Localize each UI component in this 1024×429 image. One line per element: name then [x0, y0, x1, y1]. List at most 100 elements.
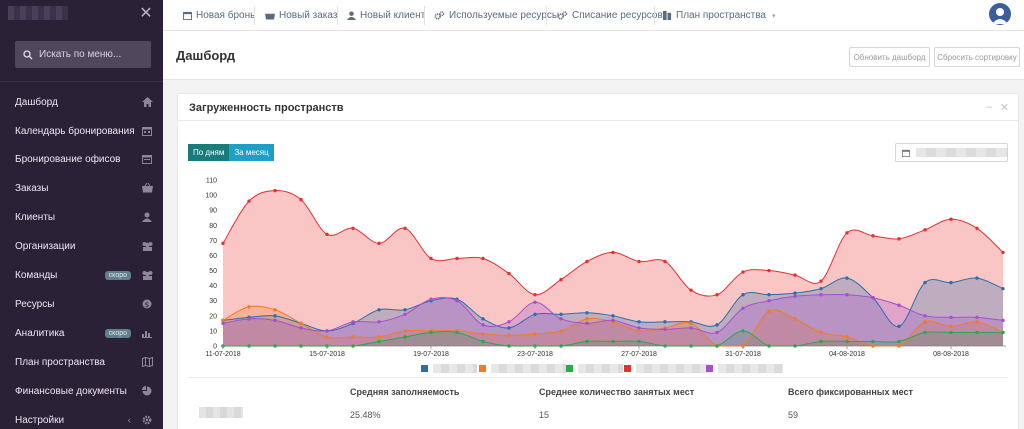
data-point: [585, 259, 589, 264]
series-area: [223, 190, 1003, 346]
used-resources-label: Используемые ресурсы: [449, 10, 560, 21]
data-point: [585, 317, 589, 321]
home-icon: [141, 96, 153, 108]
data-point: [481, 317, 485, 321]
data-point: [507, 320, 511, 324]
occupancy-panel: Загруженность пространств – ✕ По дням За…: [177, 93, 1019, 429]
space-plan-dropdown[interactable]: План пространства ▾: [663, 0, 776, 31]
refresh-dashboard-button[interactable]: Обновить дашборд: [849, 47, 930, 67]
data-point: [481, 339, 485, 344]
legend-item[interactable]: [624, 364, 709, 373]
data-point: [559, 344, 563, 348]
y-tick-label: 60: [209, 253, 217, 260]
user-tie-icon: [141, 211, 153, 223]
new-booking-link[interactable]: Новая бронь: [183, 0, 255, 31]
data-point: [403, 308, 407, 312]
toggle-by-day[interactable]: По дням: [188, 144, 230, 161]
data-point: [897, 303, 901, 307]
sidebar-item-teams[interactable]: Команды скоро: [0, 265, 163, 285]
data-point: [689, 344, 693, 348]
data-point: [559, 277, 563, 282]
data-point: [871, 344, 875, 348]
resource-writeoff-link[interactable]: Списание ресурсов: [557, 0, 663, 31]
legend-item[interactable]: [566, 364, 623, 373]
x-tick-label: 23-07-2018: [517, 351, 553, 358]
data-point: [845, 292, 849, 297]
sidebar-item-label: Ресурсы: [15, 298, 55, 310]
data-point: [715, 292, 719, 297]
sidebar-item-orders[interactable]: Заказы: [0, 178, 163, 198]
data-point: [845, 231, 849, 235]
search-icon: [23, 49, 33, 59]
reset-sort-button[interactable]: Сбросить сортировку: [934, 47, 1020, 67]
data-point: [559, 329, 563, 333]
sidebar-item-office-booking[interactable]: Бронирование офисов: [0, 149, 163, 169]
data-point: [611, 250, 615, 255]
date-range-picker[interactable]: [895, 143, 1008, 162]
collapse-icon[interactable]: –: [985, 101, 992, 113]
data-point: [325, 232, 329, 237]
x-tick-label: 31-07-2018: [725, 351, 761, 358]
new-client-link[interactable]: Новый клиент: [347, 0, 425, 31]
data-point: [767, 344, 771, 348]
data-point: [533, 332, 537, 336]
data-point: [429, 330, 433, 335]
data-point: [975, 315, 979, 320]
sidebar-item-organizations[interactable]: Организации: [0, 236, 163, 256]
data-point: [377, 339, 381, 344]
close-icon[interactable]: ✕: [999, 102, 1009, 114]
sidebar-item-resources[interactable]: Ресурсы $: [0, 294, 163, 314]
data-point: [559, 317, 563, 321]
data-point: [741, 270, 745, 274]
data-point: [221, 318, 225, 323]
data-point: [429, 297, 433, 301]
data-point: [455, 256, 459, 261]
cogs-icon: [557, 11, 568, 20]
data-point: [949, 330, 953, 335]
basket-icon: [265, 13, 275, 20]
x-tick-label: 19-07-2018: [413, 351, 449, 358]
toggle-by-month[interactable]: За месяц: [229, 144, 274, 161]
menu-search-input[interactable]: Искать по меню...: [15, 41, 151, 68]
data-point: [663, 259, 667, 264]
data-point: [299, 321, 303, 326]
new-order-link[interactable]: Новый заказ: [265, 0, 337, 31]
sidebar-item-booking-calendar[interactable]: Календарь бронирования: [0, 121, 163, 141]
menu-search-placeholder: Искать по меню...: [39, 49, 122, 60]
sidebar-item-financial-docs[interactable]: Финансовые документы: [0, 381, 163, 401]
data-point: [637, 326, 641, 330]
sidebar-item-clients[interactable]: Клиенты: [0, 207, 163, 227]
map-icon: [663, 11, 672, 20]
data-point: [377, 308, 381, 312]
data-point: [507, 326, 511, 330]
data-point: [455, 330, 459, 335]
legend-item[interactable]: [706, 364, 783, 373]
sidebar-item-label: Организации: [15, 240, 76, 252]
used-resources-link[interactable]: Используемые ресурсы: [434, 0, 559, 31]
sidebar-item-settings[interactable]: Настройки ‹: [0, 410, 163, 429]
avatar[interactable]: [989, 3, 1011, 25]
legend-item[interactable]: [479, 364, 566, 373]
data-point: [819, 292, 823, 297]
data-point: [351, 335, 355, 339]
data-point: [403, 226, 407, 230]
avg-occupied-seats-header: Среднее количество занятых мест: [539, 387, 695, 397]
page-header: Дашборд Обновить дашборд Сбросить сортир…: [163, 31, 1024, 80]
data-point: [533, 292, 537, 297]
data-point: [715, 344, 719, 348]
data-point: [689, 288, 693, 292]
close-icon[interactable]: ✕: [139, 5, 153, 22]
sidebar-item-analytics[interactable]: Аналитика скоро: [0, 323, 163, 343]
data-point: [611, 318, 615, 323]
data-point: [793, 317, 797, 321]
sidebar-item-space-plan[interactable]: План пространства: [0, 352, 163, 372]
data-point: [975, 276, 979, 280]
office-icon: [141, 153, 153, 165]
data-point: [845, 276, 849, 280]
data-point: [273, 318, 277, 323]
legend-item[interactable]: [421, 364, 477, 373]
y-tick-label: 40: [209, 283, 217, 290]
data-point: [377, 320, 381, 324]
sidebar-item-dashboard[interactable]: Дашборд: [0, 92, 163, 112]
chevron-down-icon: ▾: [772, 12, 776, 20]
